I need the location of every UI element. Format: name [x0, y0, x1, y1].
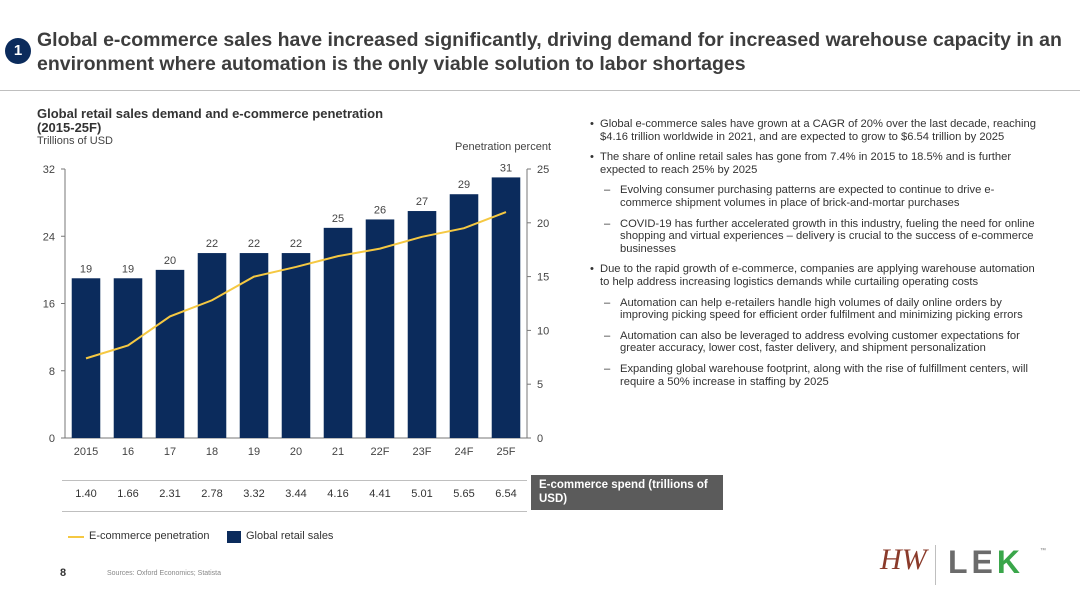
right-tick-label: 10 — [537, 325, 549, 337]
page-number: 8 — [60, 567, 67, 579]
bullet-item: • The share of online retail sales has go… — [590, 151, 1040, 176]
bar-value-label: 20 — [164, 255, 176, 267]
bullet-text: Evolving consumer purchasing patterns ar… — [620, 184, 995, 209]
bullet-item: • Due to the rapid growth of e-commerce, … — [590, 263, 1040, 288]
bar-value-label: 27 — [416, 196, 428, 208]
bar-value-label: 29 — [458, 179, 470, 191]
bar — [323, 227, 353, 438]
spend-value: 1.40 — [75, 488, 97, 500]
bar — [281, 253, 311, 438]
bar-value-label: 22 — [206, 238, 218, 250]
bar-value-label: 26 — [374, 204, 386, 216]
right-tick-label: 25 — [537, 164, 549, 176]
ecommerce-spend-row: 1.40 1.66 2.31 2.78 3.32 3.44 4.16 4.41 5.01 5.65… — [62, 480, 527, 512]
x-tick-label: 19 — [248, 446, 260, 458]
x-tick-label: 25F — [497, 446, 516, 458]
bar-value-label: 31 — [500, 162, 512, 174]
bullet-text: Expanding global warehouse footprint, al… — [620, 362, 1028, 388]
key-points-list: • Global e-commerce sales have grown at a… — [590, 118, 1040, 396]
right-tick-label: 5 — [537, 379, 543, 391]
spend-value: 4.41 — [369, 488, 391, 500]
left-tick-label: 24 — [43, 231, 55, 243]
spend-value: 2.31 — [159, 488, 181, 500]
x-tick-label: 22F — [371, 446, 390, 458]
ecommerce-spend-label: E-commerce spend (trillions of USD) — [531, 475, 723, 510]
bullet-marker: – — [604, 217, 611, 230]
right-axis-unit: Penetration percent — [455, 141, 552, 153]
bullet-marker: • — [590, 151, 594, 164]
chart-title: Global retail sales demand and e-commerc… — [37, 106, 384, 135]
left-tick-label: 8 — [49, 366, 55, 378]
spend-value: 1.66 — [117, 488, 139, 500]
penetration-line — [85, 211, 507, 360]
title-divider — [0, 90, 1080, 91]
bar — [155, 269, 185, 438]
bullet-marker: – — [604, 362, 611, 375]
bullet-text: Global e-commerce sales have grown at a … — [600, 118, 1036, 143]
bar — [365, 219, 395, 438]
bar — [197, 253, 227, 438]
sales-penetration-chart: 0 8 16 24 32 0 5 10 15 20 25 19 19 20 22 22 22 25 26 27 29 31… — [43, 162, 550, 458]
left-axis-unit: Trillions of USD — [37, 135, 113, 147]
left-tick-label: 32 — [43, 164, 55, 176]
bullet-marker: • — [590, 118, 594, 130]
bar-value-label: 25 — [332, 213, 344, 225]
bullet-text: Due to the rapid growth of e-commerce, c… — [600, 263, 1035, 288]
x-tick-label: 18 — [206, 446, 218, 458]
spend-value: 5.65 — [453, 488, 475, 500]
bar-value-label: 19 — [122, 263, 134, 275]
section-number-badge: 1 — [5, 38, 31, 64]
left-tick-label: 16 — [43, 299, 55, 311]
lek-logo: LEK — [948, 544, 1024, 580]
trademark-mark: ™ — [1040, 548, 1046, 554]
right-tick-label: 20 — [537, 218, 549, 230]
left-tick-label: 0 — [49, 433, 55, 445]
bullet-marker: – — [604, 329, 611, 342]
hw-logo: HW — [880, 543, 927, 576]
bar — [491, 177, 521, 438]
x-tick-label: 17 — [164, 446, 176, 458]
sub-bullet-item: – Automation can also be leveraged to add… — [590, 330, 1040, 355]
bar — [407, 211, 437, 438]
sub-bullet-item: – Evolving consumer purchasing patterns a… — [590, 184, 1040, 209]
x-tick-label: 2015 — [74, 446, 98, 458]
bullet-text: The share of online retail sales has gon… — [600, 151, 1012, 176]
bar-value-label: 22 — [290, 238, 302, 250]
bullet-marker: – — [604, 184, 611, 197]
x-tick-label: 24F — [455, 446, 474, 458]
x-tick-label: 21 — [332, 446, 344, 458]
logo-divider — [935, 545, 936, 585]
sources-note: Sources: Oxford Economics; Statista — [107, 570, 221, 577]
spend-value: 2.78 — [201, 488, 223, 500]
spend-value: 6.54 — [495, 488, 517, 500]
sub-bullet-item: – Automation can help e-retailers handle … — [590, 297, 1040, 322]
bullet-text: Automation can help e-retailers handle h… — [620, 296, 1023, 322]
x-tick-label: 16 — [122, 446, 134, 458]
bar — [239, 253, 269, 438]
bullet-marker: • — [590, 263, 594, 276]
spend-value: 3.44 — [285, 488, 307, 500]
bar-value-label: 22 — [248, 238, 260, 250]
bullet-text: Automation can also be leveraged to addr… — [620, 329, 1020, 355]
spend-value: 4.16 — [327, 488, 349, 500]
bullet-marker: – — [604, 296, 611, 309]
bullet-item: • Global e-commerce sales have grown at a… — [590, 118, 1040, 143]
slide-title: Global e-commerce sales have increased s… — [37, 29, 1062, 75]
spend-value: 5.01 — [411, 488, 433, 500]
x-tick-label: 23F — [413, 446, 432, 458]
bullet-text: COVID-19 has further accelerated growth … — [620, 217, 1035, 255]
legend-retail-sales: Global retail sales — [246, 530, 334, 542]
legend-penetration: E-commerce penetration — [89, 530, 210, 542]
sub-bullet-item: – COVID-19 has further accelerated growth… — [590, 218, 1040, 256]
sub-bullet-item: – Expanding global warehouse footprint, a… — [590, 363, 1040, 388]
right-tick-label: 15 — [537, 272, 549, 284]
spend-value: 3.32 — [243, 488, 265, 500]
bar — [449, 194, 479, 438]
right-tick-label: 0 — [537, 433, 543, 445]
bar — [113, 278, 143, 438]
legend-line-swatch — [68, 536, 84, 538]
x-tick-label: 20 — [290, 446, 302, 458]
legend-bar-swatch — [227, 531, 241, 543]
bar-value-label: 19 — [80, 263, 92, 275]
